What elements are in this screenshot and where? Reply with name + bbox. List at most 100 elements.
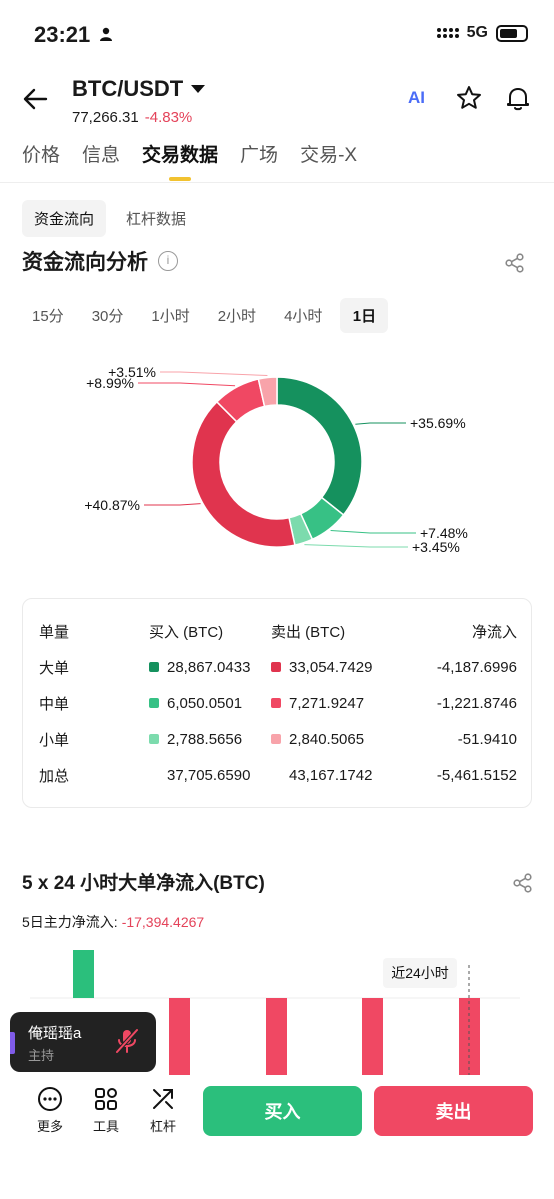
- row-net: -51.9410: [457, 730, 517, 748]
- person-icon: [100, 27, 112, 41]
- price-change: -4.83%: [144, 109, 193, 126]
- buy-button[interactable]: 买入: [203, 1086, 362, 1136]
- big-order-subtitle: 5日主力净流入: -17,394.4267: [22, 912, 204, 932]
- donut-leader-line: [144, 503, 201, 506]
- tab-trade-x[interactable]: 交易-X: [300, 145, 358, 166]
- interval-2h[interactable]: 2小时: [217, 308, 257, 325]
- subtab-fund-flow[interactable]: 资金流向: [22, 200, 107, 237]
- row-buy: 28,867.0433: [167, 658, 251, 676]
- donut-leader-line: [160, 371, 268, 377]
- donut-slice: [257, 376, 278, 408]
- annotation-bg: [383, 958, 457, 988]
- row-buy: 2,788.5656: [167, 730, 243, 748]
- legend-swatch: [149, 698, 159, 708]
- ai-label: AI: [408, 88, 425, 107]
- more-button[interactable]: 更多: [30, 1086, 70, 1135]
- star-icon[interactable]: [455, 84, 483, 112]
- info-icon[interactable]: i: [158, 251, 178, 271]
- donut-leader-line: [304, 544, 408, 548]
- bar: [73, 950, 94, 998]
- status-indicators: 5G: [436, 24, 528, 42]
- live-host-role: 主持: [28, 1048, 55, 1063]
- battery-icon: [496, 24, 528, 42]
- live-stream-pill[interactable]: 俺瑶瑶a 主持: [10, 1012, 156, 1072]
- leverage-button[interactable]: 杠杆: [143, 1086, 183, 1135]
- leverage-label: 杠杆: [149, 1119, 176, 1134]
- row-buy: 6,050.0501: [167, 694, 243, 712]
- donut-data-label: +7.48%: [420, 525, 468, 541]
- donut-slice: [191, 400, 296, 548]
- tab-price[interactable]: 价格: [22, 145, 61, 166]
- ai-icon[interactable]: AI: [408, 88, 436, 116]
- last-24h-annotation: 近24小时: [391, 965, 449, 981]
- table-row: 大单 28,867.0433 33,054.7429 -4,187.6996: [39, 655, 517, 679]
- total-sell: 43,167.1742: [289, 766, 373, 784]
- share-icon[interactable]: [512, 872, 534, 894]
- fund-flow-title: 资金流向分析: [22, 251, 148, 274]
- last-price: 77,266.31: [72, 109, 139, 126]
- interval-15m[interactable]: 15分: [32, 308, 64, 325]
- back-arrow-icon[interactable]: [20, 84, 50, 114]
- total-label: 加总: [39, 767, 70, 785]
- interval-1h[interactable]: 1小时: [151, 308, 190, 325]
- header-buy: 买入 (BTC): [149, 623, 224, 641]
- header: BTC/USDT 77,266.31 -4.83% AI: [0, 70, 554, 130]
- total-buy: 37,705.6590: [167, 766, 251, 784]
- donut-data-label: +40.87%: [84, 497, 140, 513]
- fund-flow-title-row: 资金流向分析 i: [22, 246, 178, 276]
- tools-button[interactable]: 工具: [86, 1086, 126, 1135]
- legend-swatch: [271, 662, 281, 672]
- share-icon[interactable]: [504, 252, 526, 274]
- tab-trading-data[interactable]: 交易数据: [142, 140, 218, 181]
- subtitle-label: 5日主力净流入:: [22, 914, 118, 930]
- table-row: 中单 6,050.0501 7,271.9247 -1,221.8746: [39, 691, 517, 715]
- pair-selector[interactable]: BTC/USDT: [72, 76, 206, 102]
- tab-info[interactable]: 信息: [82, 145, 121, 166]
- interval-selector: 15分 30分 1小时 2小时 4小时 1日: [22, 298, 389, 333]
- interval-1d[interactable]: 1日: [340, 298, 389, 333]
- pair-name: BTC/USDT: [72, 76, 184, 101]
- donut-data-label: +3.45%: [412, 539, 460, 555]
- donut-data-label: +3.51%: [108, 364, 156, 380]
- interval-30m[interactable]: 30分: [91, 308, 124, 325]
- status-time: 23:21: [34, 22, 91, 47]
- live-host-name: 俺瑶瑶a: [28, 1025, 82, 1042]
- header-net: 净流入: [471, 623, 517, 641]
- row-net: -4,187.6996: [436, 658, 517, 676]
- legend-swatch: [149, 734, 159, 744]
- status-bar: 23:21 5G: [0, 0, 554, 70]
- row-label: 小单: [39, 731, 70, 749]
- table-total-row: 加总 37,705.6590 43,167.1742 -5,461.5152: [39, 763, 517, 787]
- row-label: 大单: [39, 659, 70, 677]
- tools-icon: [95, 1088, 117, 1110]
- tabs-divider: [0, 182, 554, 183]
- legend-swatch: [271, 698, 281, 708]
- table-header: 单量 买入 (BTC) 卖出 (BTC) 净流入: [39, 619, 517, 643]
- fund-flow-table: 单量 买入 (BTC) 卖出 (BTC) 净流入 大单 28,867.0433 …: [22, 598, 532, 808]
- row-label: 中单: [39, 695, 70, 713]
- bottom-action-bar: 更多 工具 杠杆 买入 卖出: [0, 1080, 554, 1199]
- row-net: -1,221.8746: [436, 694, 517, 712]
- legend-swatch: [271, 734, 281, 744]
- bell-icon[interactable]: [504, 84, 532, 112]
- header-size: 单量: [39, 623, 70, 641]
- bar: [362, 998, 383, 1075]
- header-sell: 卖出 (BTC): [271, 623, 346, 641]
- big-order-bar-chart: 713.98-1,882.71近24小时: [30, 950, 520, 1075]
- total-net: -5,461.5152: [436, 766, 517, 784]
- more-icon: [38, 1087, 62, 1111]
- signal-icon: [436, 28, 459, 38]
- chevron-down-icon: [191, 85, 206, 93]
- sub-tabs: 资金流向 杠杆数据: [22, 200, 198, 237]
- sell-button[interactable]: 卖出: [374, 1086, 533, 1136]
- tab-square[interactable]: 广场: [240, 145, 279, 166]
- donut-data-label: +35.69%: [410, 415, 466, 431]
- row-sell: 2,840.5065: [289, 730, 365, 748]
- bar: [266, 998, 287, 1075]
- donut-slice: [276, 376, 363, 516]
- donut-leader-line: [138, 382, 236, 387]
- subtab-leverage-data[interactable]: 杠杆数据: [126, 211, 187, 228]
- leverage-icon: [153, 1089, 173, 1109]
- interval-4h[interactable]: 4小时: [284, 308, 323, 325]
- mic-off-icon[interactable]: [112, 1026, 142, 1056]
